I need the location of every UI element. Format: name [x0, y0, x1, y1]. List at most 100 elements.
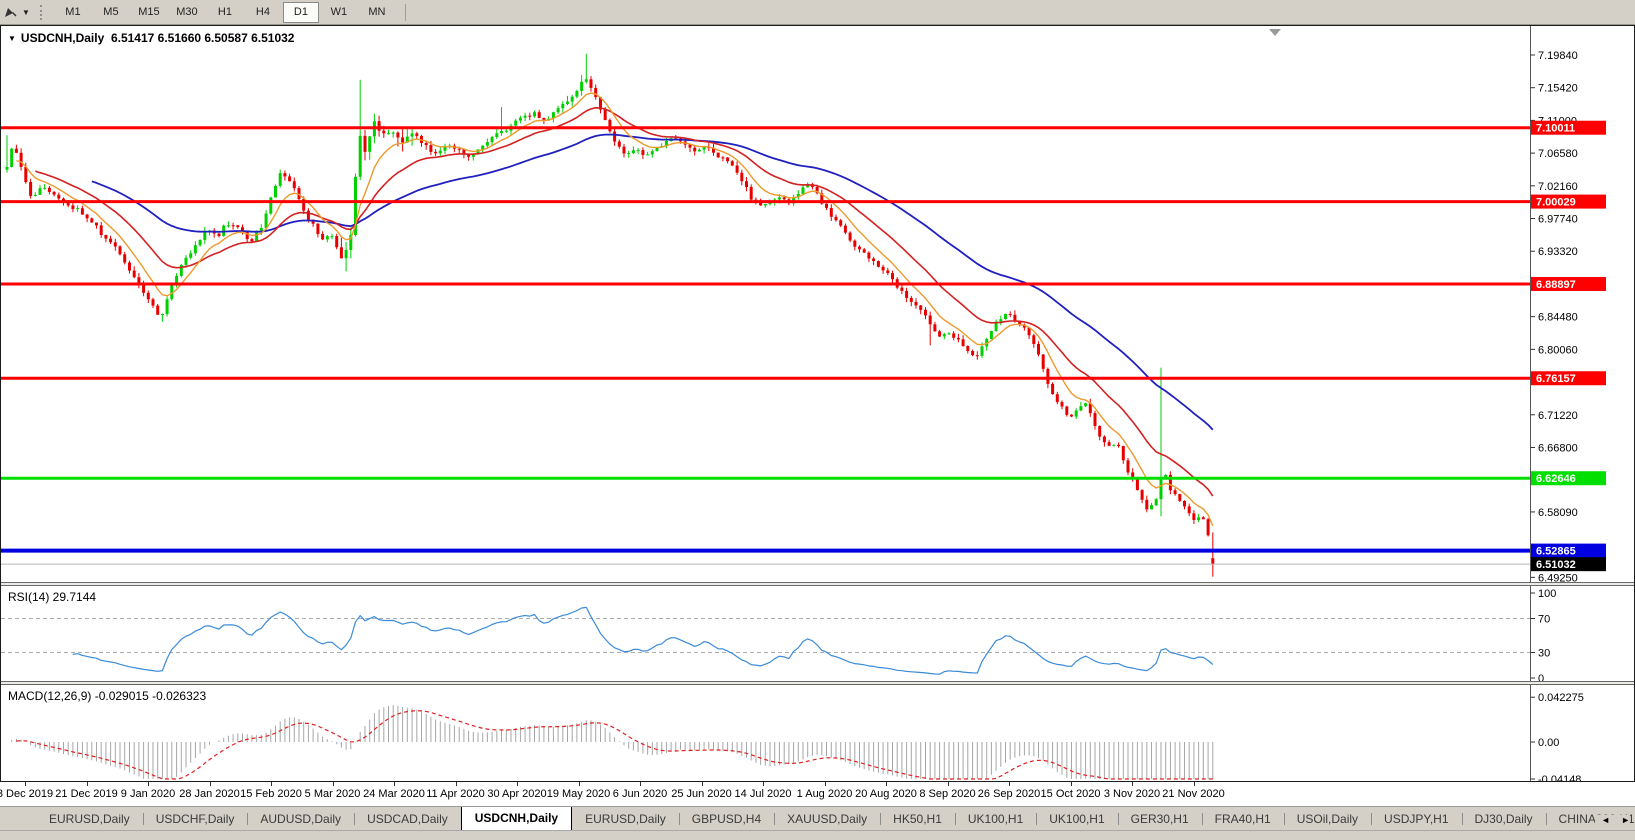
chart-tab-UK100-H1[interactable]: UK100,H1	[1036, 808, 1117, 830]
price-label-box	[1531, 194, 1606, 209]
price-tick-label: 6.84480	[1538, 312, 1578, 324]
pane-splitter[interactable]	[1, 681, 1634, 685]
date-tick	[332, 782, 334, 786]
timeframe-button-M1[interactable]: M1	[65, 5, 81, 18]
price-tick-label: 7.06580	[1538, 148, 1578, 160]
date-tick	[1132, 782, 1133, 786]
chart-tab-FRA40-H1[interactable]: FRA40,H1	[1201, 808, 1284, 830]
timeframe-button-H4[interactable]: H4	[255, 5, 270, 18]
toolbar-grip-handle[interactable]	[39, 4, 45, 20]
date-tick	[517, 782, 518, 786]
chart-tab-USOil-Daily[interactable]: USOil,Daily	[1283, 808, 1371, 830]
price-tick-label: 6.71220	[1538, 410, 1578, 422]
date-label: 20 Aug 2020	[855, 788, 917, 800]
date-label: 15 Oct 2020	[1040, 788, 1101, 800]
chevron-down-icon[interactable]: ▼	[22, 7, 30, 17]
date-label: 30 Apr 2020	[487, 788, 547, 800]
timeframe-button-M5[interactable]: M5	[103, 5, 119, 18]
macd-tick-label: 0.00	[1538, 737, 1559, 749]
macd-tick-label: -0.04148	[1538, 774, 1581, 781]
date-label: 6 Jun 2020	[612, 788, 668, 800]
collapse-triangle-icon[interactable]: ▼	[8, 34, 16, 43]
date-tick	[701, 782, 703, 786]
rsi-tick-label: 100	[1538, 588, 1556, 600]
candle-wicks	[6, 53, 1214, 577]
date-label: 14 Jul 2020	[734, 788, 792, 800]
price-chart-pane[interactable]: 7.198407.154207.110007.065807.021606.977…	[1, 26, 1634, 582]
price-label-box	[1531, 276, 1606, 291]
date-label: 21 Dec 2019	[55, 788, 118, 800]
date-tick	[1070, 782, 1072, 786]
chart-tab-DJ30-Daily[interactable]: DJ30,Daily	[1461, 808, 1546, 830]
chart-tab-UK100-H1[interactable]: UK100,H1	[954, 808, 1036, 830]
rsi-pane[interactable]: 100 70 30 0	[1, 586, 1634, 681]
date-tick	[455, 782, 457, 786]
date-tick	[886, 782, 887, 786]
date-label: 9 Jan 2020	[120, 788, 176, 800]
date-label: 28 Jan 2020	[179, 788, 240, 800]
price-tick-label: 7.02160	[1538, 181, 1578, 193]
pane-splitter[interactable]	[1, 582, 1634, 586]
price-label-box	[1531, 543, 1606, 558]
price-label-text: 6.88897	[1536, 279, 1576, 291]
ma-55-line	[91, 133, 1214, 431]
price-label-box	[1531, 557, 1606, 572]
chart-tab-EURUSD-Daily[interactable]: EURUSD,Daily	[49, 812, 130, 826]
chart-tab-GER30-H1[interactable]: GER30,H1	[1117, 808, 1202, 830]
price-label-text: 6.52865	[1536, 546, 1576, 558]
tab-scroll-left-icon[interactable]: ◄	[1601, 815, 1611, 825]
price-label-box	[1531, 120, 1606, 135]
drawing-cursor-icon	[2, 4, 18, 20]
chart-tab-AUDUSD-Daily[interactable]: AUDUSD,Daily	[247, 808, 354, 830]
date-tick	[947, 782, 949, 786]
price-label-box	[1531, 371, 1606, 386]
macd-tick-label: 0.042275	[1538, 692, 1584, 704]
timeframe-buttons: M1 M5 M15 M30 H1 H4 D1 W1 MN	[54, 0, 396, 24]
price-tick-label: 6.66800	[1538, 442, 1578, 454]
chart-tab-USDJPY-H1[interactable]: USDJPY,H1	[1371, 808, 1461, 830]
timeframe-button-M30[interactable]: M30	[176, 5, 198, 18]
ma-8-line	[16, 92, 1214, 527]
tab-scroll-buttons: ◄ ►	[1595, 815, 1630, 825]
timeframe-button-M15[interactable]: M15	[138, 5, 160, 18]
timeframe-button-H1[interactable]: H1	[217, 5, 232, 18]
macd-pane[interactable]: 0.042275 0.00 -0.04148	[1, 685, 1634, 781]
date-label: 26 Sep 2020	[977, 788, 1041, 800]
chart-tab-EURUSD-Daily[interactable]: EURUSD,Daily	[585, 812, 666, 826]
price-tick-label: 6.80060	[1538, 344, 1578, 356]
chart-tab-HK50-H1[interactable]: HK50,H1	[880, 808, 955, 830]
rsi-indicator-label: RSI(14) 29.7144	[8, 590, 97, 604]
date-tick	[640, 782, 641, 786]
tab-scroll-right-icon[interactable]: ►	[1621, 815, 1630, 825]
price-tick-label: 7.15420	[1538, 83, 1578, 95]
chart-window: 7.198407.154207.110007.065807.021606.977…	[0, 25, 1635, 782]
chart-tab-GBPUSD-H4[interactable]: GBPUSD,H4	[678, 808, 774, 830]
price-label-text: 6.76157	[1536, 373, 1576, 385]
macd-signal-line	[16, 710, 1213, 780]
rsi-line	[72, 606, 1214, 675]
chart-tab-USDCHF-Daily[interactable]: USDCHF,Daily	[142, 808, 248, 830]
date-label: 15 Feb 2020	[240, 788, 302, 800]
status-strip	[0, 830, 1635, 840]
date-label: 11 Apr 2020	[426, 788, 485, 800]
date-axis[interactable]: 3 Dec 2019 21 Dec 2019 9 Jan 2020 28 Jan 20…	[0, 782, 1635, 806]
date-tick	[25, 782, 26, 786]
drawing-tool-button[interactable]: ▼	[2, 4, 30, 20]
date-tick	[271, 782, 272, 786]
date-tick	[394, 782, 395, 786]
price-tick-label: 7.19840	[1538, 50, 1578, 62]
chart-tab-bar: EURUSD,Daily USDCHF,Daily AUDUSD,Daily USDC…	[0, 806, 1635, 830]
price-tick-label: 6.49250	[1538, 572, 1578, 582]
rsi-tick-label: 70	[1538, 614, 1550, 626]
timeframe-button-MN[interactable]: MN	[368, 5, 386, 18]
date-tick	[148, 782, 149, 786]
macd-histogram	[11, 705, 1214, 779]
macd-indicator-label: MACD(12,26,9) -0.029015 -0.026323	[8, 689, 207, 703]
price-tick-label: 6.93320	[1538, 246, 1578, 258]
timeframe-button-D1[interactable]: D1	[282, 1, 319, 23]
price-tick-label: 6.97740	[1538, 214, 1578, 226]
chart-tab-XAUUSD-Daily[interactable]: XAUUSD,Daily	[774, 808, 880, 830]
chart-tab-USDCNH-Daily[interactable]: USDCNH,Daily	[460, 807, 573, 830]
timeframe-button-W1[interactable]: W1	[330, 5, 348, 18]
chart-tab-USDCAD-Daily[interactable]: USDCAD,Daily	[354, 808, 461, 830]
